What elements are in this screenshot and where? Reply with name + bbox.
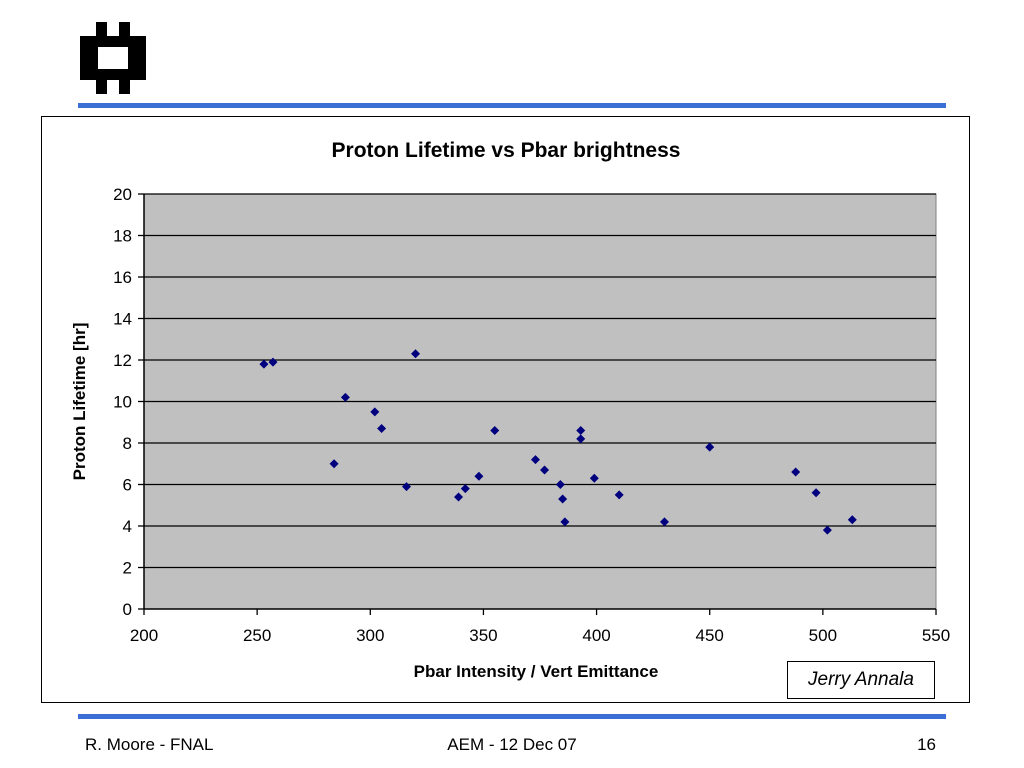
data-point — [340, 392, 350, 402]
y-tick-label: 16 — [113, 268, 132, 287]
data-point — [259, 359, 269, 369]
data-point — [614, 490, 624, 500]
top-accent-rule — [78, 103, 946, 108]
data-point — [705, 442, 715, 452]
data-point — [659, 517, 669, 527]
data-point — [555, 480, 565, 489]
data-point — [822, 525, 832, 535]
data-point — [589, 473, 599, 483]
x-tick-label: 200 — [130, 626, 158, 645]
credit-box: Jerry Annala — [787, 661, 935, 699]
data-point — [558, 494, 568, 504]
chart-frame: 0 2 4 6 8 10 12 14 16 18 20 200 250 300 350 400 450 500 55… — [41, 116, 970, 703]
data-point — [530, 455, 540, 465]
footer-author: R. Moore - FNAL — [85, 735, 214, 754]
scatter-chart: 0 2 4 6 8 10 12 14 16 18 20 200 250 300 350 400 450 500 55… — [70, 139, 950, 681]
data-point — [411, 349, 421, 359]
data-point — [490, 426, 500, 436]
y-tick-label: 10 — [113, 393, 132, 412]
y-tick-label: 14 — [113, 310, 132, 329]
data-point — [329, 459, 339, 469]
footer-event: AEM - 12 Dec 07 — [447, 735, 577, 754]
data-point — [560, 517, 570, 527]
bottom-accent-rule — [78, 714, 946, 719]
x-tick-label: 400 — [582, 626, 610, 645]
data-point — [576, 426, 586, 436]
data-point — [847, 515, 857, 525]
fermilab-logo-icon — [80, 22, 146, 94]
data-point — [370, 407, 380, 417]
x-tick-label: 550 — [922, 626, 950, 645]
y-tick-label: 20 — [113, 185, 132, 204]
x-tick-label: 350 — [469, 626, 497, 645]
data-point — [377, 423, 387, 433]
y-tick-label: 12 — [113, 351, 132, 370]
data-point — [268, 357, 278, 367]
y-tick-label: 6 — [123, 476, 132, 495]
data-point — [474, 471, 484, 481]
x-tick-label: 450 — [696, 626, 724, 645]
y-tick-label: 4 — [123, 517, 132, 536]
y-tick-label: 8 — [123, 434, 132, 453]
data-point — [454, 492, 464, 502]
data-point — [401, 482, 411, 492]
data-point — [576, 434, 586, 444]
data-point — [540, 465, 550, 475]
x-tick-label: 250 — [243, 626, 271, 645]
y-tick-label: 0 — [123, 600, 132, 619]
x-axis-label: Pbar Intensity / Vert Emittance — [414, 662, 659, 681]
x-tick-label: 300 — [356, 626, 384, 645]
y-tick-label: 18 — [113, 227, 132, 246]
data-point — [811, 488, 821, 498]
footer-page-number: 16 — [917, 735, 936, 754]
y-axis-label: Proton Lifetime [hr] — [70, 323, 89, 481]
y-tick-label: 2 — [123, 559, 132, 578]
x-tick-label: 500 — [809, 626, 837, 645]
data-point — [791, 467, 801, 477]
chart-title: Proton Lifetime vs Pbar brightness — [332, 139, 681, 162]
data-point — [460, 484, 470, 494]
